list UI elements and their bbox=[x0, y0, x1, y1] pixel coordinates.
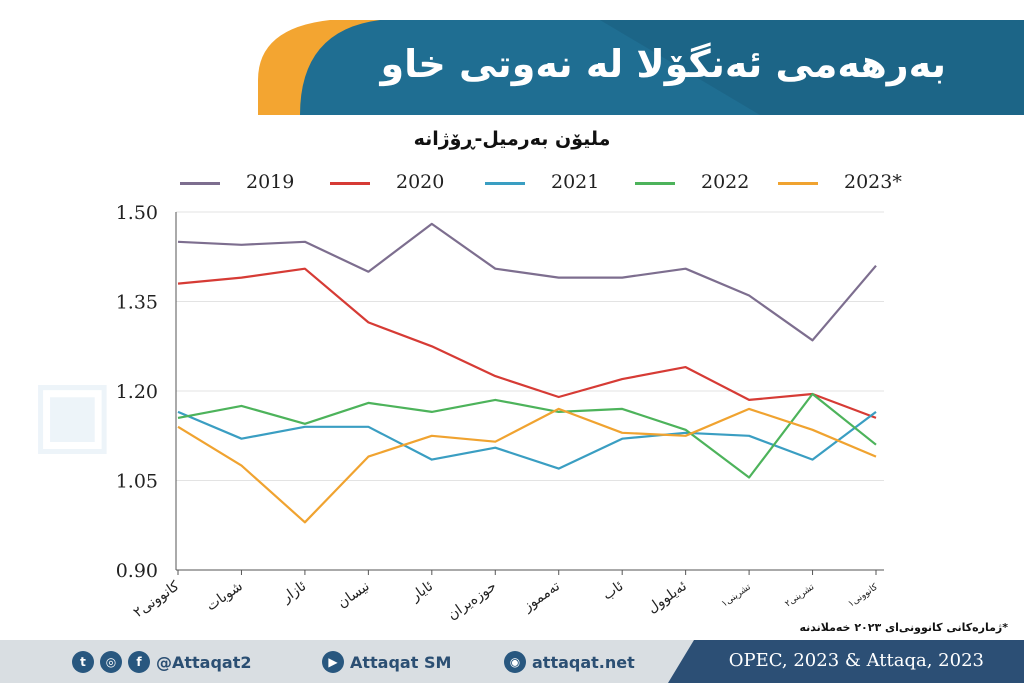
legend-swatch bbox=[330, 182, 370, 185]
social-links: t ◎ f @Attaqat2 bbox=[72, 650, 252, 674]
x-tick-label: ئاب bbox=[600, 578, 627, 603]
page-title: بەرهەمی ئەنگۆلا لە نەوتی خاو bbox=[380, 42, 946, 86]
x-tick-label: شوبات bbox=[204, 578, 246, 614]
watermark-logo: ▣ bbox=[30, 360, 116, 465]
source-label: OPEC, 2023 & Attaqa, 2023 bbox=[728, 650, 984, 671]
y-tick-label: 1.50 bbox=[116, 202, 158, 224]
twitter-icon[interactable]: t bbox=[72, 651, 94, 673]
x-tick-label: تشرینی١ bbox=[720, 582, 753, 609]
series-line-2019 bbox=[177, 222, 877, 342]
legend-label: 2022 bbox=[701, 171, 750, 193]
x-tick-label: حوزەیران bbox=[445, 578, 500, 623]
header-banner bbox=[258, 20, 1024, 115]
legend-swatch bbox=[485, 182, 525, 185]
legend-label: 2023* bbox=[844, 171, 902, 193]
y-tick-label: 1.35 bbox=[116, 292, 158, 314]
estimate-note: *ژمارەکانی کانوونی‌ای ٢٠٢٣ خەملاندنە bbox=[799, 621, 1008, 634]
series-line-2020 bbox=[177, 267, 877, 419]
series-line-2022 bbox=[177, 392, 877, 479]
y-tick-label: 1.05 bbox=[116, 471, 158, 493]
series-line-2023 bbox=[177, 407, 877, 524]
chart-subtitle: مليۆن بەرمیل-ڕۆژانە bbox=[413, 128, 611, 150]
x-tick-label: ئایار bbox=[407, 578, 436, 605]
x-tick-label: ئازار bbox=[278, 578, 309, 606]
source-band: OPEC, 2023 & Attaqa, 2023 bbox=[668, 640, 1024, 683]
web-icon: ◉ bbox=[504, 651, 526, 673]
legend-swatch bbox=[635, 182, 675, 185]
x-tick-label: نیسان bbox=[335, 578, 373, 611]
x-tick-label: تشرینی٢ bbox=[783, 582, 816, 609]
chart-legend: 2019 2020 2021 2022 2023* bbox=[180, 170, 902, 196]
social-handle[interactable]: @Attaqat2 bbox=[156, 652, 252, 672]
legend-label: 2021 bbox=[551, 171, 600, 193]
y-tick-label: 1.20 bbox=[116, 381, 158, 403]
line-chart: 0.90 1.05 1.20 1.35 1.50 کانوونی٢ شوبات ئازار نی… bbox=[116, 202, 884, 623]
website-label: attaqat.net bbox=[532, 652, 635, 672]
facebook-icon[interactable]: f bbox=[128, 651, 150, 673]
youtube-link[interactable]: ▶ Attaqat SM bbox=[322, 650, 451, 674]
legend-label: 2019 bbox=[246, 171, 295, 193]
series-line-2021 bbox=[177, 410, 877, 470]
x-tick-label: کانوونی١ bbox=[847, 582, 881, 610]
legend-swatch bbox=[778, 182, 818, 185]
legend-swatch bbox=[180, 182, 220, 185]
legend-label: 2020 bbox=[396, 171, 445, 193]
footer: t ◎ f @Attaqat2 ▶ Attaqat SM ◉ attaqat.n… bbox=[0, 640, 1024, 683]
x-tick-label: تەمموز bbox=[519, 578, 563, 615]
website-link[interactable]: ◉ attaqat.net bbox=[504, 650, 635, 674]
x-tick-label: کانوونی٢ bbox=[131, 578, 183, 621]
y-tick-label: 0.90 bbox=[116, 560, 158, 582]
instagram-icon[interactable]: ◎ bbox=[100, 651, 122, 673]
x-tick-label: ئەیلوول bbox=[645, 578, 690, 616]
youtube-label: Attaqat SM bbox=[350, 652, 452, 672]
youtube-icon: ▶ bbox=[322, 651, 344, 673]
